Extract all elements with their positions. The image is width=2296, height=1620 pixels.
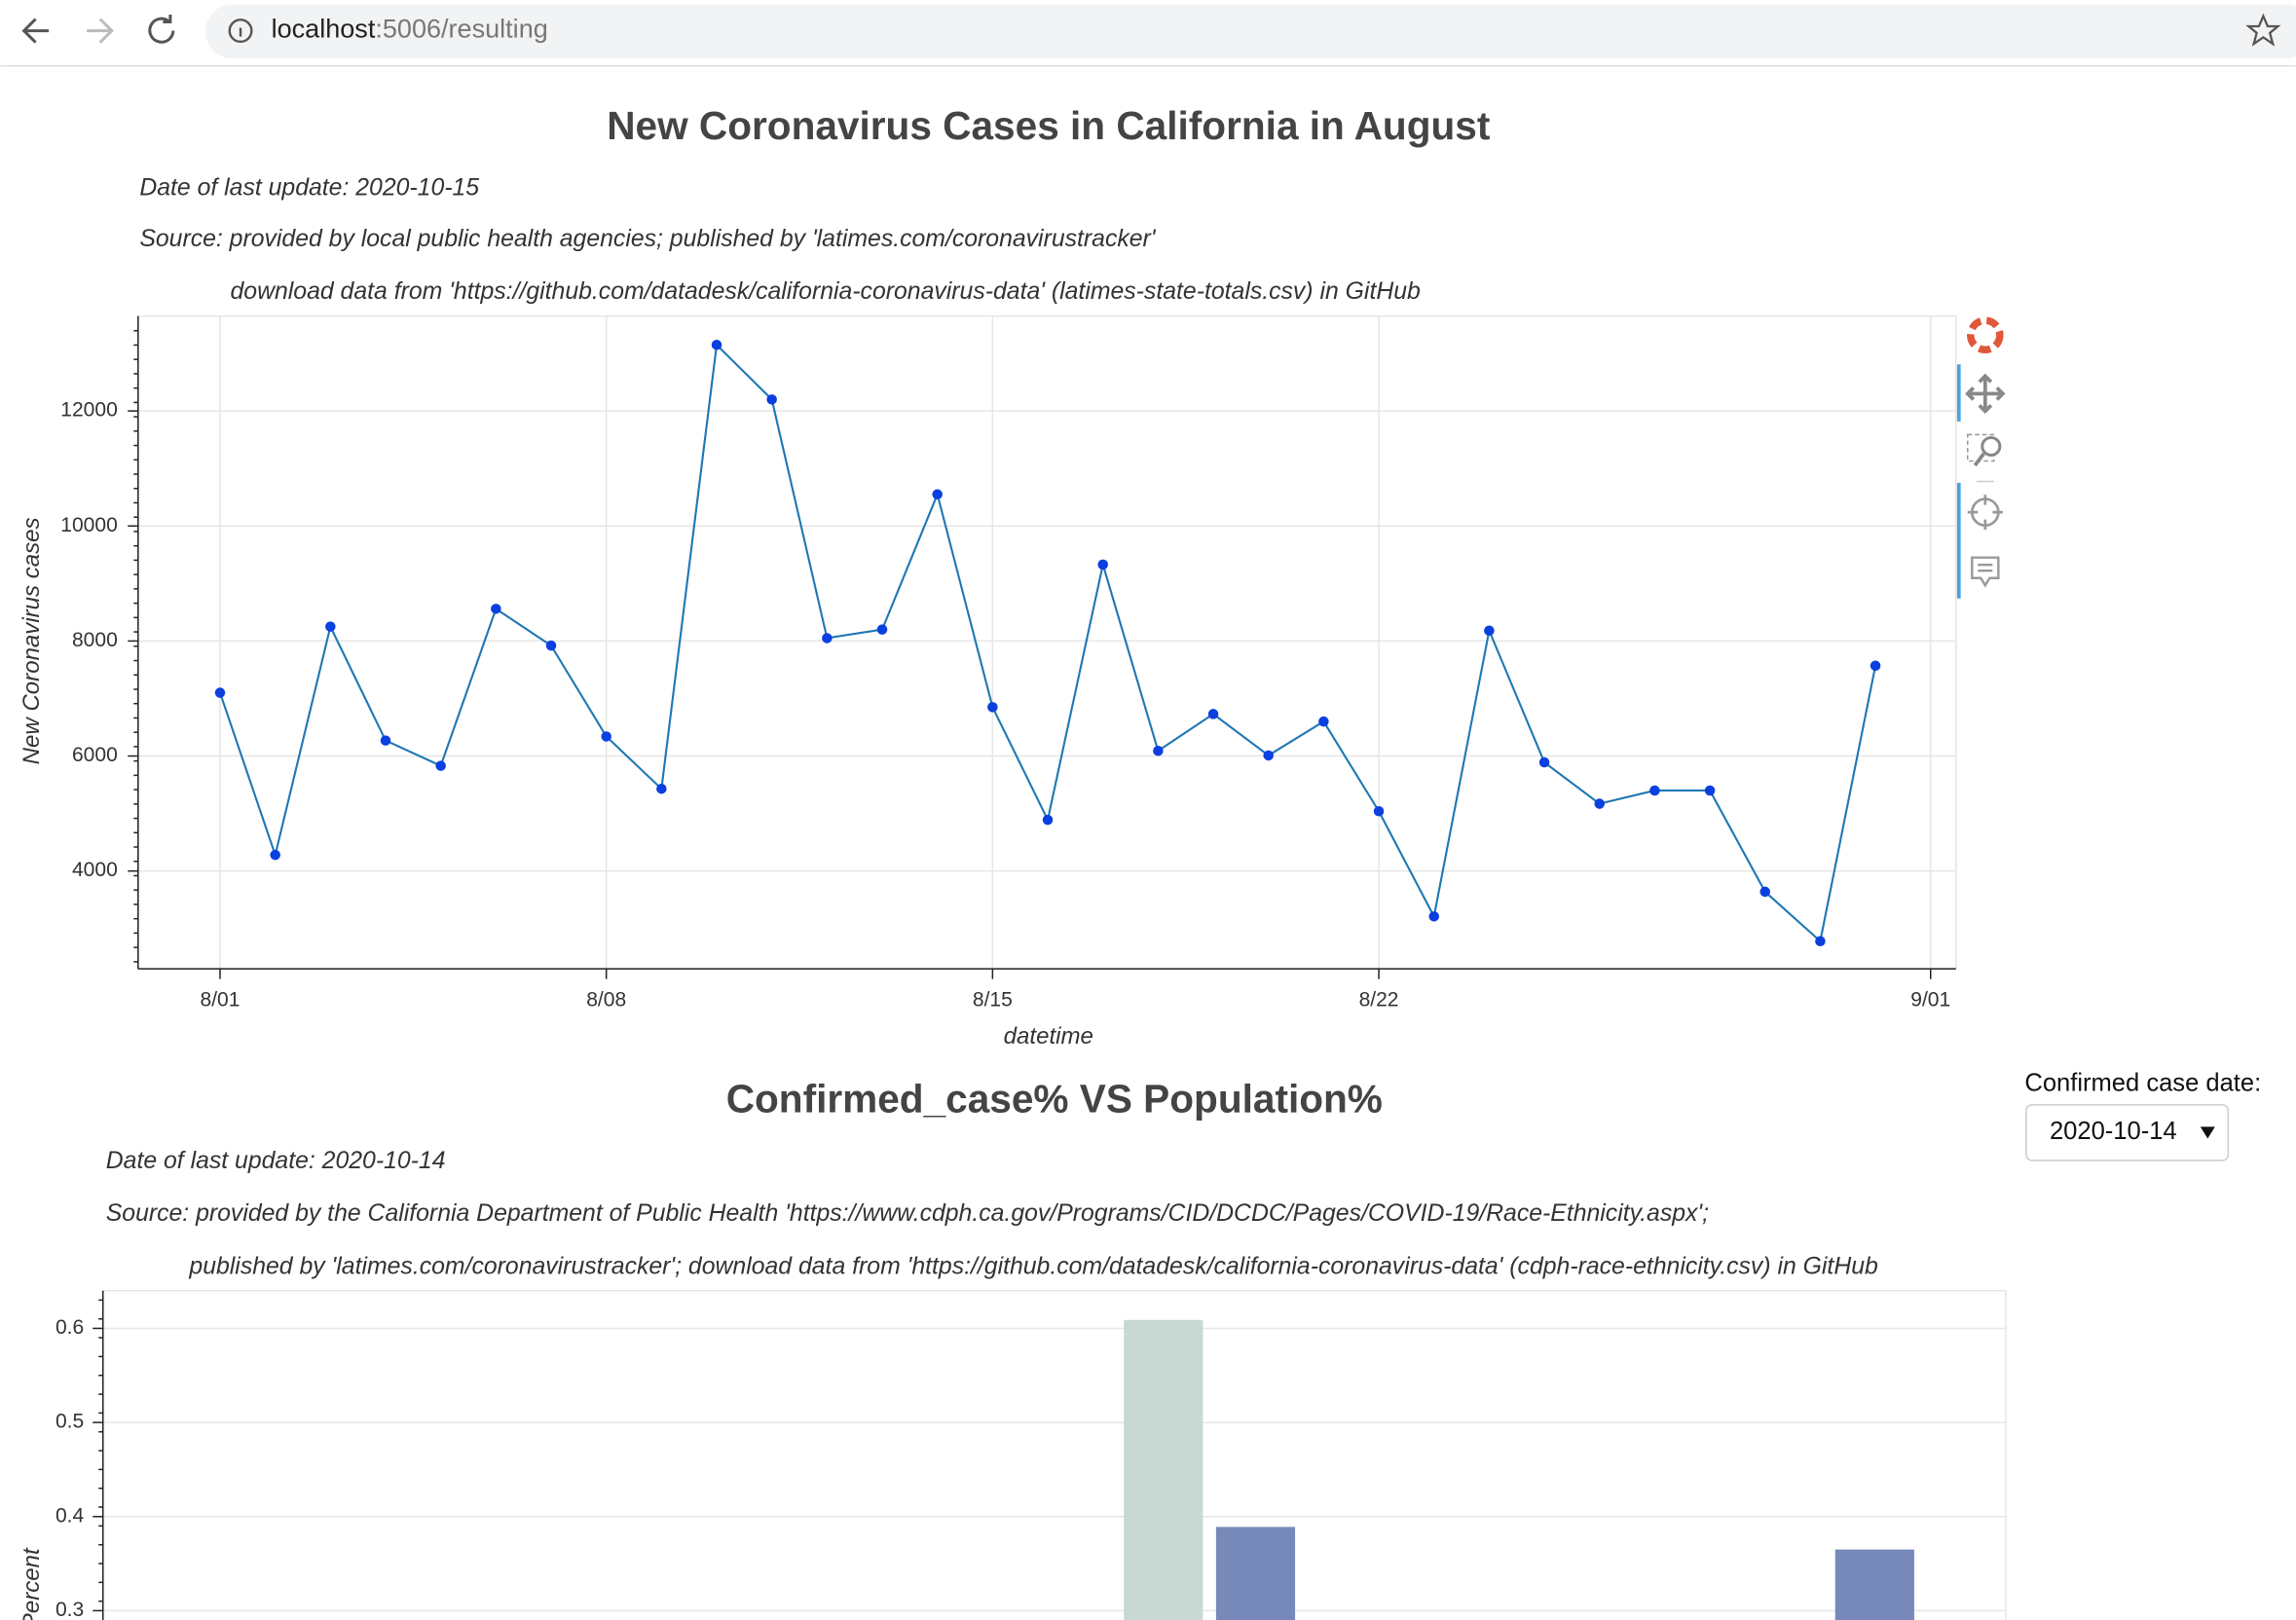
data-point xyxy=(491,604,501,614)
y-tick-label: 0.3 xyxy=(56,1599,84,1620)
data-point xyxy=(822,633,833,644)
x-tick-label: 8/01 xyxy=(201,989,241,1012)
data-point xyxy=(876,624,888,635)
site-info-icon[interactable] xyxy=(228,18,253,44)
data-point xyxy=(1538,756,1550,768)
date-dropdown[interactable] xyxy=(2025,1104,2230,1161)
dropdown-arrow xyxy=(2200,1126,2215,1139)
y-tick-label: 0.5 xyxy=(56,1411,84,1433)
chart-note: Source: provided by the California Depar… xyxy=(106,1200,1709,1227)
pan-tool[interactable] xyxy=(1965,373,2006,415)
chart-note: Date of last update: 2020-10-14 xyxy=(106,1148,446,1174)
data-point xyxy=(435,760,446,771)
data-point xyxy=(1097,559,1108,571)
y-tick-label: 0.4 xyxy=(56,1504,85,1527)
dropdown-value: 2020-10-14 xyxy=(2050,1118,2177,1145)
data-point xyxy=(1207,709,1219,719)
data-point xyxy=(1153,745,1164,756)
chart-title: New Coronavirus Cases in California in A… xyxy=(607,103,1491,148)
hover-tool[interactable] xyxy=(1971,556,2000,588)
x-tick-label: 8/22 xyxy=(1359,989,1399,1012)
box-zoom-handle xyxy=(1973,452,1985,467)
y-tick-label: 10000 xyxy=(60,514,117,536)
toolbar xyxy=(1956,316,2006,599)
data-point xyxy=(270,849,280,861)
data-point xyxy=(1484,625,1495,637)
y-tick-label: 12000 xyxy=(60,399,117,422)
url-path: :5006/resulting xyxy=(375,15,547,44)
data-point xyxy=(1428,911,1439,922)
chart-note: download data from 'https://github.com/d… xyxy=(231,278,1422,305)
y-tick-label: 6000 xyxy=(72,744,118,766)
data-point xyxy=(1318,716,1329,727)
data-point xyxy=(656,783,667,794)
line-chart: 4000 6000 8000 10000 12000 8/01 8/08 8/15 8/22 9/… xyxy=(60,315,1956,1012)
data-point xyxy=(601,731,611,742)
chart-note: published by 'latimes.com/coronavirustra… xyxy=(188,1253,1878,1279)
bokeh-logo[interactable] xyxy=(1967,316,2004,354)
x-tick-label: 8/08 xyxy=(586,989,626,1012)
data-point xyxy=(1704,785,1716,796)
y-tick-label: 0.6 xyxy=(56,1316,84,1339)
data-point xyxy=(1594,798,1605,809)
data-point xyxy=(380,735,391,746)
data-point xyxy=(711,339,722,350)
data-point xyxy=(1042,814,1054,826)
chart-note: Date of last update: 2020-10-15 xyxy=(139,174,479,201)
y-tick-label: 4000 xyxy=(72,859,118,881)
plot-frame xyxy=(101,1290,2007,1620)
url-host: localhost xyxy=(272,15,376,44)
y-axis-label: Percent xyxy=(19,1547,45,1620)
url-text: localhost:5006/resulting xyxy=(272,15,548,44)
x-axis-label: datetime xyxy=(1004,1023,1093,1049)
data-point xyxy=(1759,886,1770,898)
forward-button[interactable] xyxy=(87,18,114,44)
data-point xyxy=(1649,785,1660,796)
bar-chart: 0.3 0.4 0.5 0.6 xyxy=(56,1290,2006,1620)
x-tick-label: 9/01 xyxy=(1910,989,1950,1012)
data-point xyxy=(987,702,998,713)
bar xyxy=(1124,1319,1204,1620)
back-button[interactable] xyxy=(21,18,50,44)
data-point xyxy=(1263,750,1274,761)
box-zoom-lens xyxy=(1981,435,2002,457)
bar xyxy=(1215,1527,1296,1620)
data-point xyxy=(1870,660,1881,672)
bar xyxy=(1834,1549,1914,1620)
data-point xyxy=(545,640,557,651)
crosshair-lines xyxy=(1967,495,2003,531)
chart-title: Confirmed_case% VS Population% xyxy=(726,1077,1383,1122)
bookmark-star[interactable] xyxy=(2245,13,2281,47)
address-bar[interactable] xyxy=(204,4,2296,59)
y-tick-label: 8000 xyxy=(72,629,118,651)
data-line xyxy=(218,342,1877,943)
x-tick-label: 8/15 xyxy=(973,989,1013,1012)
dropdown-label: Confirmed case date: xyxy=(2024,1070,2261,1097)
data-point xyxy=(932,489,943,500)
data-point xyxy=(214,687,226,698)
reload-button[interactable] xyxy=(148,15,175,44)
data-point xyxy=(325,621,336,632)
data-point xyxy=(1373,805,1385,817)
y-axis-label: New Coronavirus cases xyxy=(19,517,45,764)
data-point xyxy=(1815,936,1826,947)
chart-note: Source: provided by local public health … xyxy=(139,226,1156,252)
data-point xyxy=(766,394,777,405)
